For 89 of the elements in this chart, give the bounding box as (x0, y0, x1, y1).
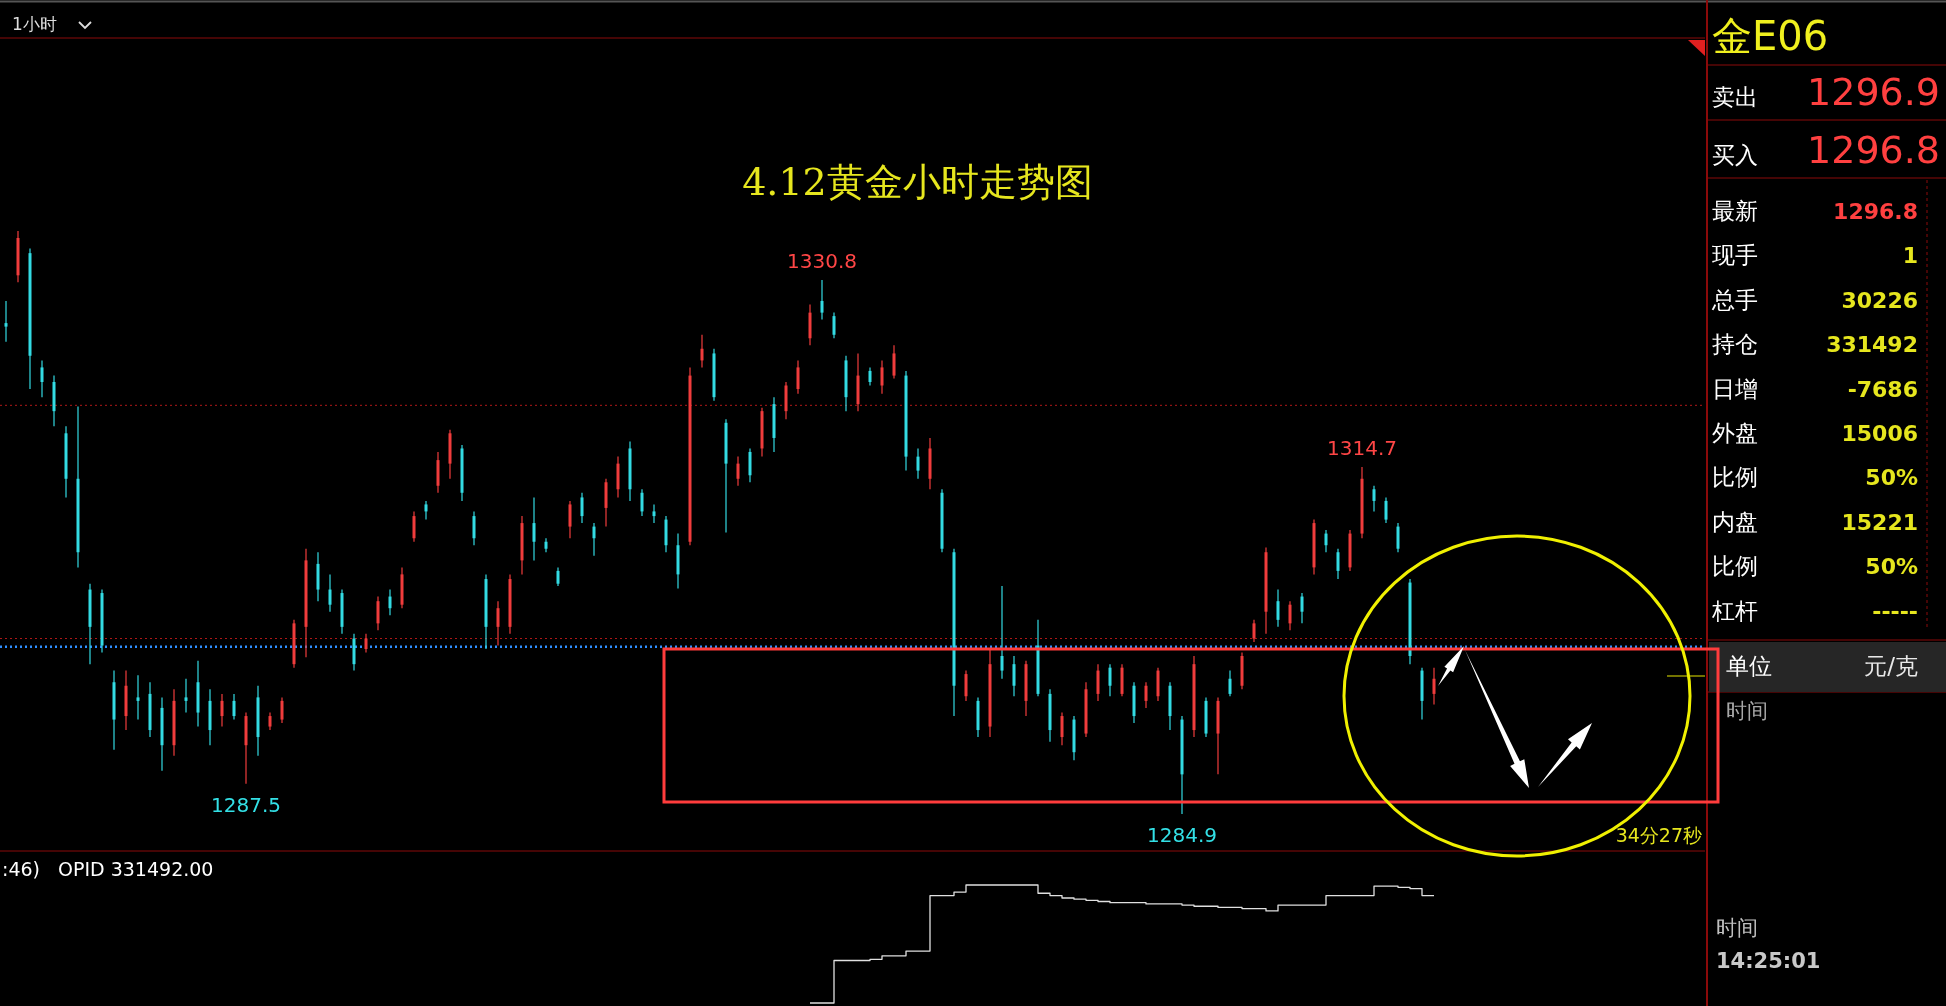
candlestick (820, 279, 824, 321)
candlestick (136, 674, 140, 721)
candlestick (1396, 522, 1400, 553)
annotation: 1314.7 (1327, 436, 1397, 461)
candlestick (640, 488, 644, 517)
candlestick (796, 359, 800, 395)
candlestick (412, 510, 416, 543)
candlestick (1276, 588, 1280, 628)
candlestick (1432, 667, 1436, 705)
candlestick (1324, 529, 1328, 553)
candlestick (532, 496, 536, 561)
candlestick (280, 696, 284, 724)
candlestick (496, 600, 500, 647)
text: 现手 (1712, 242, 1758, 269)
candlestick (1336, 548, 1340, 580)
candlestick (232, 693, 236, 721)
candlestick (832, 312, 836, 339)
text: 金E06 (1712, 13, 1829, 59)
text: 14:25:01 (1716, 949, 1821, 973)
text: 元/克 (1864, 653, 1918, 679)
text: 1 (1902, 243, 1918, 269)
candlestick (1060, 711, 1064, 746)
candlestick (472, 510, 476, 546)
candlestick (556, 566, 560, 587)
chart-title: OPID 331492.00 (58, 858, 214, 880)
candlestick (736, 456, 740, 487)
candlestick (892, 344, 896, 380)
candlestick (364, 633, 368, 654)
annotation: 1287.5 (211, 792, 281, 817)
text: ----- (1872, 598, 1918, 624)
text: 1296.8 (1807, 128, 1940, 172)
candlestick (1012, 655, 1016, 697)
candlestick (1108, 663, 1112, 697)
candlestick (916, 447, 920, 480)
candlestick (4, 300, 8, 343)
text: 外盘 (1712, 420, 1758, 446)
text: :46) (2, 858, 40, 880)
candlestick (40, 359, 44, 398)
text: 34分27秒 (1615, 824, 1702, 846)
candlestick (568, 500, 572, 539)
candlestick (580, 492, 584, 524)
text: 买入 (1712, 142, 1758, 168)
text: 持仓 (1712, 331, 1758, 358)
candlestick (184, 678, 188, 714)
annotation: 1330.8 (787, 248, 857, 273)
text: 时间 (1716, 916, 1758, 940)
candlestick (220, 693, 224, 728)
text: 杠杆 (1711, 597, 1758, 624)
text: 内盘 (1712, 508, 1758, 535)
text: 50% (1865, 465, 1918, 491)
annotation: 1284.9 (1147, 823, 1217, 847)
text: 15221 (1841, 509, 1918, 535)
text: 日增 (1712, 375, 1758, 402)
candlestick (1228, 669, 1232, 697)
candlestick (1000, 585, 1004, 680)
text: 50% (1865, 554, 1918, 580)
text: 1296.9 (1807, 70, 1940, 114)
text: 总手 (1711, 286, 1758, 313)
candlestick (652, 503, 656, 524)
text: 比例 (1712, 553, 1758, 580)
text: 331492 (1826, 332, 1918, 358)
text: 最新 (1712, 198, 1758, 224)
candlestick (328, 573, 332, 613)
candlestick (748, 447, 752, 483)
candlestick (376, 595, 380, 631)
text: 单位 (1726, 653, 1772, 679)
text: 比例 (1712, 464, 1758, 491)
candlestick (880, 359, 884, 395)
candlestick (1252, 619, 1256, 643)
candlestick (388, 588, 392, 616)
candlestick (1288, 600, 1292, 631)
candlestick (1300, 592, 1304, 624)
text: 1小时 (12, 14, 57, 34)
candlestick (964, 669, 968, 702)
text: 30226 (1841, 287, 1918, 313)
text: 1296.8 (1833, 199, 1918, 224)
candlestick (592, 522, 596, 557)
candlestick (1096, 663, 1100, 702)
candlestick (700, 334, 704, 369)
text: -7686 (1847, 376, 1918, 402)
candlestick (1144, 681, 1148, 709)
candlestick (868, 366, 872, 387)
chart-title: 4.12黄金小时走势图 (742, 160, 1093, 204)
text: 卖出 (1712, 84, 1758, 110)
text: 时间 (1726, 699, 1768, 723)
candlestick (424, 500, 428, 521)
candlestick (1384, 496, 1388, 524)
text: 15006 (1841, 421, 1918, 446)
candlestick (1372, 485, 1376, 513)
